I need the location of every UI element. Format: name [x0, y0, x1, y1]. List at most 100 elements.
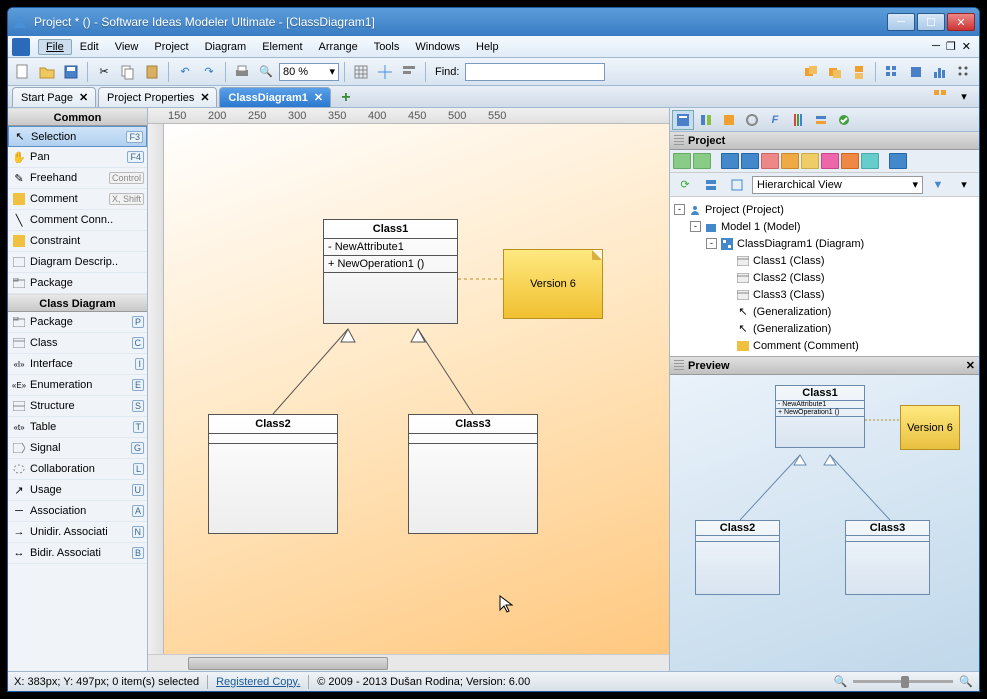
tool-constraint[interactable]: Constraint [8, 231, 147, 252]
panel-tab-icon[interactable] [695, 110, 717, 130]
close-button[interactable]: ✕ [947, 13, 975, 31]
tree-item-class[interactable]: Class3 (Class) [674, 286, 975, 303]
panel-tab-icon[interactable] [718, 110, 740, 130]
tree-item-generalization[interactable]: ↖(Generalization) [674, 303, 975, 320]
tree-item-generalization[interactable]: ↖(Generalization) [674, 320, 975, 337]
tool-package[interactable]: PackageP [8, 312, 147, 333]
preview-close-icon[interactable]: ✕ [966, 359, 975, 372]
dropdown-icon[interactable]: ▾ [953, 174, 975, 196]
panel-tab-icon[interactable] [672, 110, 694, 130]
print-button[interactable] [231, 61, 253, 83]
view-mode-select[interactable]: Hierarchical View▾ [752, 176, 923, 194]
registered-link[interactable]: Registered Copy. [216, 676, 300, 688]
menu-edit[interactable]: Edit [72, 39, 107, 55]
open-button[interactable] [36, 61, 58, 83]
menu-help[interactable]: Help [468, 39, 507, 55]
tool-selection[interactable]: ↖SelectionF3 [8, 126, 147, 147]
filter-icon[interactable]: ▼ [927, 174, 949, 196]
zoom-out-icon[interactable]: 🔍 [834, 675, 848, 688]
expand-icon[interactable] [726, 174, 748, 196]
tab-classdiagram1[interactable]: ClassDiagram1✕ [219, 87, 331, 107]
paste-button[interactable] [141, 61, 163, 83]
tool-signal[interactable]: SignalG [8, 438, 147, 459]
menu-arrange[interactable]: Arrange [311, 39, 366, 55]
tool-association[interactable]: ─AssociationA [8, 501, 147, 522]
snap-button[interactable] [374, 61, 396, 83]
tool-pan[interactable]: ✋PanF4 [8, 147, 147, 168]
menu-project[interactable]: Project [146, 39, 196, 55]
minimize-button[interactable]: ─ [887, 13, 915, 31]
panel-tab-icon[interactable] [833, 110, 855, 130]
tool-interface[interactable]: «I»InterfaceI [8, 354, 147, 375]
mdi-minimize-icon[interactable]: ─ [932, 40, 940, 53]
tree-item-model[interactable]: -Model 1 (Model) [674, 218, 975, 235]
color-swatch[interactable] [821, 153, 839, 169]
tool-enumeration[interactable]: «E»EnumerationE [8, 375, 147, 396]
tool-package-common[interactable]: Package [8, 273, 147, 294]
tab-close-icon[interactable]: ✕ [314, 91, 326, 103]
cut-button[interactable]: ✂ [93, 61, 115, 83]
color-swatch[interactable] [861, 153, 879, 169]
app-logo-icon[interactable] [12, 38, 30, 56]
tool-table[interactable]: «t»TableT [8, 417, 147, 438]
class1-element[interactable]: Class1 - NewAttribute1 + NewOperation1 (… [323, 219, 458, 324]
layer3-icon[interactable] [848, 61, 870, 83]
tool-unidir-assoc[interactable]: →Unidir. AssociatiN [8, 522, 147, 543]
layer2-icon[interactable] [824, 61, 846, 83]
tool-class[interactable]: ClassC [8, 333, 147, 354]
tree-item-project[interactable]: -Project (Project) [674, 201, 975, 218]
class3-element[interactable]: Class3 [408, 414, 538, 534]
color-swatch[interactable] [741, 153, 759, 169]
maximize-button[interactable]: ☐ [917, 13, 945, 31]
mdi-close-icon[interactable]: ✕ [962, 40, 971, 53]
tab-more-icon[interactable]: ▾ [953, 85, 975, 107]
color-swatch[interactable] [889, 153, 907, 169]
tab-start-page[interactable]: Start Page✕ [12, 87, 96, 107]
undo-button[interactable]: ↶ [174, 61, 196, 83]
menu-diagram[interactable]: Diagram [197, 39, 255, 55]
tab-project-properties[interactable]: Project Properties✕ [98, 87, 217, 107]
menu-view[interactable]: View [107, 39, 147, 55]
tab-close-icon[interactable]: ✕ [79, 91, 91, 103]
tree-item-comment[interactable]: Comment (Comment) [674, 337, 975, 354]
mdi-restore-icon[interactable]: ❐ [946, 40, 956, 53]
zoom-in-icon[interactable]: 🔍 [959, 675, 973, 688]
panel-tab-icon[interactable] [810, 110, 832, 130]
color-swatch[interactable] [781, 153, 799, 169]
tool-comment[interactable]: CommentX, Shift [8, 189, 147, 210]
tool-diagram-descrip[interactable]: Diagram Descrip.. [8, 252, 147, 273]
new-button[interactable] [12, 61, 34, 83]
tool-bidir-assoc[interactable]: ↔Bidir. AssociatiB [8, 543, 147, 564]
layer1-icon[interactable] [800, 61, 822, 83]
zoom-tool-button[interactable]: 🔍 [255, 61, 277, 83]
grid-view-icon[interactable] [881, 61, 903, 83]
tool-usage[interactable]: ↗UsageU [8, 480, 147, 501]
color-swatch[interactable] [761, 153, 779, 169]
tool-freehand[interactable]: ✎FreehandControl [8, 168, 147, 189]
panel-tab-icon[interactable] [787, 110, 809, 130]
preview-canvas[interactable]: Class1 - NewAttribute1 + NewOperation1 (… [670, 375, 979, 671]
color-swatch[interactable] [721, 153, 739, 169]
tool-collaboration[interactable]: CollaborationL [8, 459, 147, 480]
tab-grid-icon[interactable] [929, 85, 951, 107]
align-button[interactable] [398, 61, 420, 83]
menu-file[interactable]: File [38, 39, 72, 55]
color-swatch[interactable] [841, 153, 859, 169]
class2-element[interactable]: Class2 [208, 414, 338, 534]
copy-button[interactable] [117, 61, 139, 83]
panel-tab-icon[interactable] [741, 110, 763, 130]
add-tab-button[interactable]: + [337, 89, 355, 107]
zoom-input[interactable]: 80 %▾ [279, 63, 339, 81]
tree-item-class[interactable]: Class2 (Class) [674, 269, 975, 286]
menu-tools[interactable]: Tools [366, 39, 408, 55]
tool-comment-conn[interactable]: ╲Comment Conn.. [8, 210, 147, 231]
comment-element[interactable]: Version 6 [503, 249, 603, 319]
dots-icon[interactable] [953, 61, 975, 83]
refresh-icon[interactable]: ⟳ [674, 174, 696, 196]
tab-close-icon[interactable]: ✕ [200, 91, 212, 103]
block-icon[interactable] [905, 61, 927, 83]
collapse-icon[interactable] [700, 174, 722, 196]
redo-button[interactable]: ↷ [198, 61, 220, 83]
zoom-slider[interactable]: 🔍 🔍 [834, 675, 973, 688]
find-input[interactable] [465, 63, 605, 81]
